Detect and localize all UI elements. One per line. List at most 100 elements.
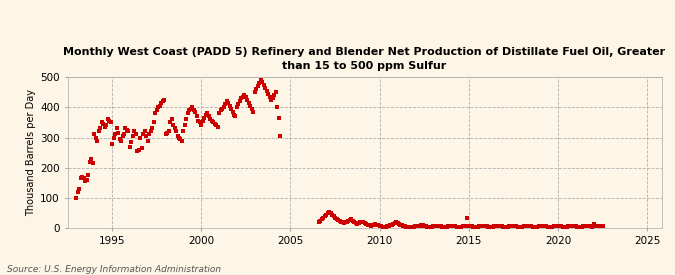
Point — [548, 224, 559, 229]
Point — [523, 224, 534, 228]
Point — [579, 224, 590, 228]
Point — [383, 224, 394, 228]
Point — [122, 128, 132, 132]
Point — [484, 225, 495, 229]
Point — [575, 225, 586, 229]
Point — [371, 222, 382, 227]
Point — [232, 105, 242, 109]
Point — [352, 221, 362, 226]
Point — [155, 103, 165, 108]
Point — [361, 221, 372, 226]
Point — [510, 224, 520, 228]
Point — [321, 212, 331, 217]
Point — [104, 119, 115, 123]
Point — [138, 132, 148, 137]
Point — [209, 122, 220, 126]
Point — [203, 114, 214, 119]
Point — [512, 224, 523, 229]
Point — [99, 125, 110, 129]
Point — [134, 147, 144, 152]
Point — [468, 224, 479, 229]
Point — [362, 222, 373, 227]
Point — [215, 108, 226, 112]
Point — [547, 224, 558, 229]
Point — [217, 106, 227, 111]
Point — [562, 224, 572, 229]
Point — [518, 224, 529, 229]
Point — [90, 135, 101, 140]
Point — [315, 218, 325, 223]
Point — [71, 196, 82, 200]
Point — [532, 224, 543, 229]
Point — [167, 123, 178, 128]
Point — [82, 178, 92, 182]
Point — [569, 224, 580, 228]
Point — [117, 134, 128, 138]
Point — [113, 131, 124, 135]
Point — [89, 132, 100, 137]
Point — [328, 214, 339, 218]
Point — [172, 134, 183, 138]
Point — [124, 144, 135, 149]
Point — [578, 224, 589, 229]
Point — [508, 224, 519, 228]
Title: Monthly West Coast (PADD 5) Refinery and Blender Net Production of Distillate Fu: Monthly West Coast (PADD 5) Refinery and… — [63, 48, 666, 71]
Point — [514, 225, 524, 229]
Point — [379, 225, 389, 229]
Point — [521, 224, 532, 228]
Point — [373, 223, 383, 227]
Point — [147, 126, 158, 131]
Point — [412, 224, 423, 228]
Point — [199, 116, 210, 120]
Point — [162, 131, 173, 135]
Point — [551, 224, 562, 228]
Point — [340, 220, 351, 224]
Point — [318, 216, 329, 220]
Point — [324, 210, 335, 214]
Point — [335, 219, 346, 224]
Point — [459, 224, 470, 228]
Point — [587, 224, 597, 229]
Point — [427, 224, 437, 229]
Point — [481, 224, 492, 229]
Point — [197, 119, 208, 123]
Point — [450, 224, 461, 229]
Point — [251, 87, 262, 91]
Point — [129, 129, 140, 134]
Point — [151, 108, 162, 112]
Point — [229, 113, 240, 117]
Point — [236, 96, 247, 100]
Point — [413, 224, 424, 228]
Point — [590, 224, 601, 229]
Point — [417, 223, 428, 227]
Point — [208, 120, 219, 125]
Point — [256, 79, 267, 84]
Point — [355, 220, 366, 224]
Point — [334, 218, 345, 223]
Point — [234, 99, 245, 103]
Point — [443, 224, 454, 229]
Point — [78, 176, 89, 180]
Point — [554, 224, 565, 228]
Point — [145, 129, 156, 134]
Point — [211, 123, 221, 128]
Point — [83, 173, 94, 178]
Point — [419, 224, 430, 228]
Point — [156, 100, 167, 105]
Point — [349, 220, 360, 224]
Point — [520, 224, 531, 228]
Point — [177, 138, 188, 143]
Point — [72, 190, 83, 194]
Point — [394, 221, 404, 226]
Point — [437, 224, 448, 229]
Point — [130, 132, 141, 137]
Point — [233, 102, 244, 106]
Point — [591, 224, 602, 228]
Point — [259, 82, 269, 87]
Point — [173, 135, 184, 140]
Point — [501, 225, 512, 229]
Point — [594, 224, 605, 228]
Point — [317, 217, 327, 221]
Point — [439, 225, 450, 229]
Point — [576, 224, 587, 229]
